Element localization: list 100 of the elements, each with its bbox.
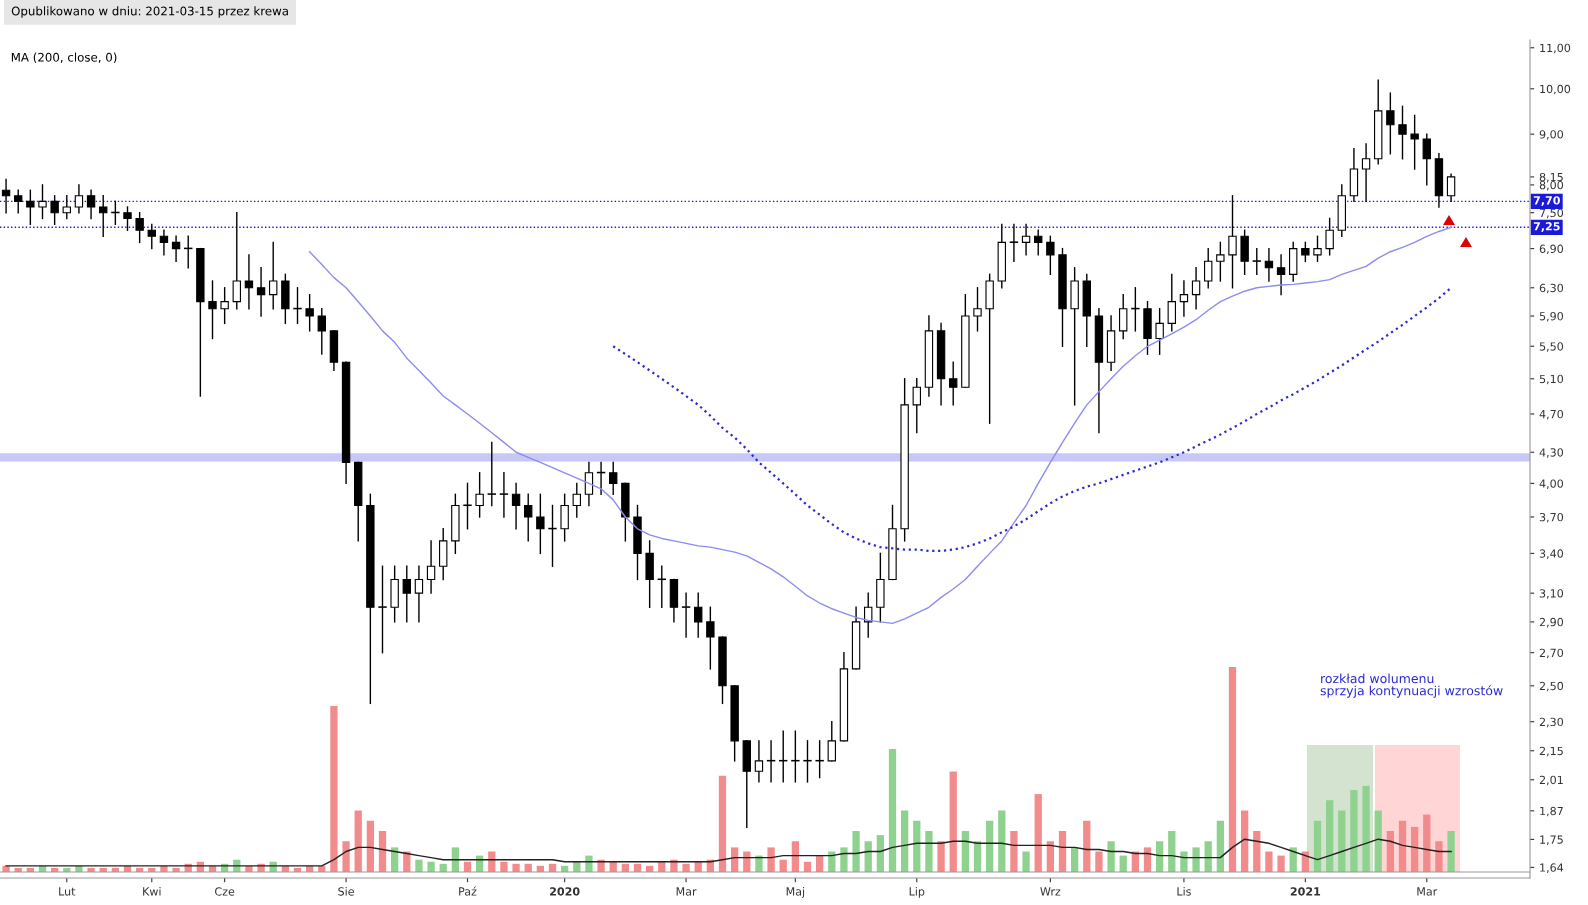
- bar: [354, 810, 362, 872]
- bar: [1277, 855, 1285, 872]
- bar: [366, 820, 374, 872]
- bar: [1034, 794, 1042, 872]
- candlestick: [1216, 241, 1225, 282]
- candlestick: [864, 592, 873, 638]
- candlestick: [572, 482, 581, 518]
- y-tick-label: 6,90: [1539, 244, 1564, 255]
- bar: [682, 863, 690, 872]
- candlestick: [171, 235, 181, 262]
- bar: [1362, 785, 1370, 872]
- y-tick-label: 4,70: [1539, 409, 1564, 420]
- bar: [876, 835, 884, 872]
- y-tick-label: 5,90: [1539, 312, 1564, 322]
- bar: [415, 859, 423, 872]
- candlestick: [754, 740, 764, 783]
- bar: [852, 831, 860, 872]
- ref-line-label: 7,70: [1533, 196, 1560, 206]
- bar: [1386, 831, 1394, 872]
- bar: [864, 841, 872, 872]
- candlestick: [766, 740, 776, 783]
- bar: [1326, 800, 1334, 872]
- chart-title: Opublikowano w dniu: 2021-03-15 przez krewa: [11, 6, 288, 18]
- bar: [1435, 841, 1443, 872]
- candlestick: [38, 184, 47, 220]
- candlestick: [1313, 235, 1322, 262]
- y-tick-label: 1,87: [1540, 806, 1563, 817]
- y-tick-label: 9,00: [1539, 130, 1564, 140]
- bar: [973, 841, 982, 872]
- candlestick: [584, 461, 594, 507]
- bar: [585, 855, 593, 872]
- x-tick-label: Sie: [338, 887, 354, 896]
- bar: [500, 861, 508, 872]
- candlestick: [414, 565, 424, 623]
- candlestick: [803, 740, 812, 783]
- candlestick: [524, 493, 533, 542]
- candlestick: [50, 195, 59, 226]
- bar: [1010, 831, 1018, 872]
- candlestick: [402, 565, 411, 623]
- y-tick-label: 10,00: [1540, 84, 1571, 95]
- bar: [1156, 841, 1164, 872]
- bar: [840, 847, 848, 872]
- candlestick: [475, 472, 484, 518]
- candlestick: [949, 361, 958, 406]
- candlestick: [269, 241, 278, 310]
- candlestick: [560, 493, 569, 542]
- bar: [1447, 831, 1455, 872]
- x-tick-label: Lut: [59, 887, 76, 896]
- x-tick-label: Wrz: [1040, 887, 1061, 896]
- candlestick: [123, 206, 132, 231]
- y-tick-label: 6,30: [1539, 283, 1564, 294]
- candlestick: [99, 195, 108, 237]
- bar: [1180, 851, 1188, 872]
- y-tick-label: 4,30: [1539, 448, 1564, 458]
- candlestick: [694, 592, 703, 638]
- candlestick: [1228, 195, 1237, 289]
- bar: [998, 810, 1006, 872]
- candlestick: [1167, 273, 1176, 332]
- candlestick: [1325, 217, 1334, 256]
- y-tick-label: 2,50: [1539, 681, 1564, 692]
- bar: [1241, 810, 1249, 872]
- candlestick: [487, 441, 496, 507]
- y-tick-label: 8,15: [1539, 172, 1563, 183]
- bar: [791, 841, 799, 872]
- candlestick: [791, 730, 800, 783]
- bar: [1265, 851, 1273, 872]
- y-tick-label: 2,30: [1539, 717, 1564, 728]
- candlestick: [220, 287, 229, 325]
- candlestick: [815, 740, 824, 779]
- candlestick: [135, 211, 144, 244]
- candlestick: [463, 482, 472, 530]
- candlestick: [378, 565, 387, 654]
- bar: [961, 831, 969, 872]
- candlestick: [1361, 143, 1371, 203]
- bar: [1313, 820, 1322, 872]
- bar: [1168, 831, 1176, 872]
- line-series: [612, 286, 1453, 552]
- bar: [330, 705, 338, 872]
- candlestick: [147, 223, 156, 250]
- candlestick: [1119, 293, 1128, 340]
- candlestick: [1398, 105, 1407, 160]
- bar: [342, 841, 350, 872]
- candlestick: [1301, 241, 1310, 262]
- x-tick-label: Maj: [786, 887, 805, 898]
- candlestick: [1446, 173, 1456, 203]
- candlestick: [86, 189, 96, 220]
- candlestick: [609, 461, 618, 496]
- candlestick: [256, 267, 266, 317]
- candlestick: [779, 730, 788, 783]
- annotation: rozkład wolumenu sprzyja kontynuacji wzrostów: [1320, 673, 1503, 698]
- candlestick: [244, 254, 254, 310]
- y-tick-label: 4,00: [1539, 479, 1564, 489]
- y-tick-label: 1,64: [1540, 863, 1564, 873]
- candlestick: [1046, 235, 1055, 276]
- candlestick: [26, 189, 35, 226]
- candlestick: [1410, 114, 1419, 170]
- candlestick: [1252, 247, 1261, 276]
- candlestick: [1034, 229, 1043, 256]
- candlestick: [912, 378, 921, 434]
- candlestick: [827, 721, 836, 762]
